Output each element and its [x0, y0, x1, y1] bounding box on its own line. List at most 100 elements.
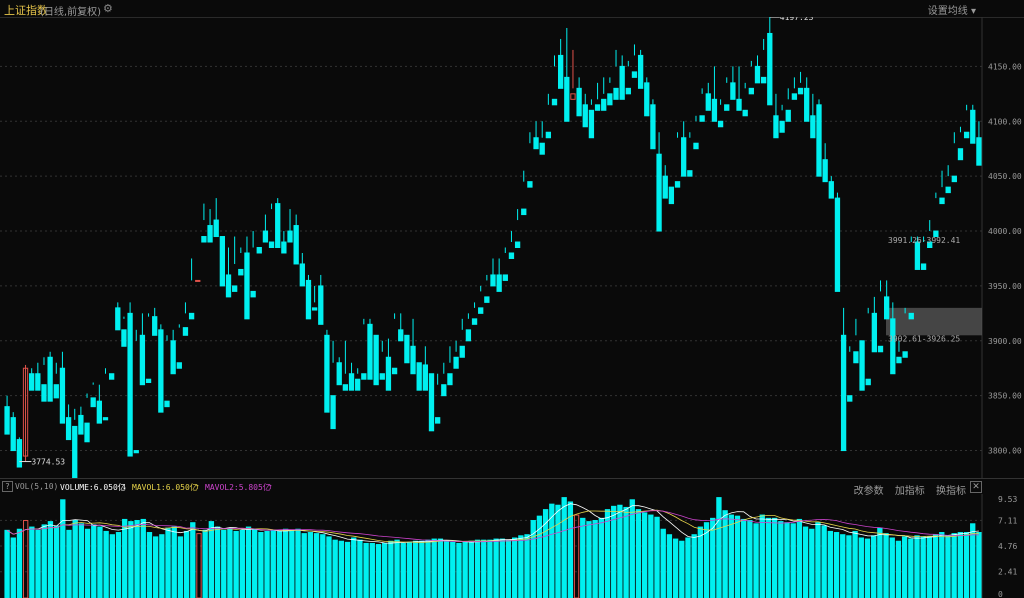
volume-bar	[313, 533, 320, 598]
candle-body	[914, 241, 921, 270]
candle-body	[53, 384, 59, 399]
volume-bar	[16, 528, 23, 598]
volume-arrow-icon: ↓	[122, 482, 127, 491]
volume-bar	[617, 504, 623, 598]
volume-bar	[468, 540, 475, 598]
volume-bar	[499, 538, 505, 598]
candle-body	[201, 236, 207, 243]
candle-body	[976, 137, 982, 166]
volume-chart[interactable]: 9.53 7.11 4.76 2.41 0	[0, 494, 1024, 598]
candle-body	[398, 329, 404, 342]
candle-body	[828, 181, 834, 199]
mavol1-arrow-icon: ↑	[195, 482, 200, 491]
index-title[interactable]: 上证指数	[4, 4, 48, 17]
candle-body	[373, 334, 379, 386]
candle-body	[281, 241, 287, 254]
set-ma-button[interactable]: 设置均线 ▾	[927, 6, 976, 17]
candle-body	[90, 397, 96, 408]
volume-bar	[301, 533, 307, 598]
candle-body	[662, 175, 668, 199]
change-params-button[interactable]: 改参数	[853, 486, 884, 497]
volume-bar	[759, 514, 765, 598]
gear-icon[interactable]: ⚙	[103, 2, 113, 15]
volume-tools: 改参数 加指标 换指标	[846, 482, 966, 497]
candle-body	[250, 290, 256, 298]
volume-bar	[883, 533, 889, 598]
volume-bar	[338, 540, 345, 598]
add-indicator-button[interactable]: 加指标	[894, 486, 925, 497]
candle-body	[293, 225, 299, 265]
candle-body	[957, 148, 964, 161]
candle-body	[404, 334, 410, 364]
volume-bar	[122, 518, 128, 598]
candle-body	[84, 422, 90, 443]
volume-bar	[827, 530, 834, 598]
volume-bar	[660, 528, 666, 598]
volume-indicator-name: VOL(5,10)	[15, 482, 59, 491]
candle-body	[47, 356, 53, 402]
volume-bar	[901, 536, 908, 598]
volume-bar	[963, 532, 970, 598]
high-price-label: 4197.23	[780, 17, 814, 22]
candle-body	[164, 400, 170, 408]
volume-bar	[320, 534, 326, 598]
candle-body	[305, 279, 312, 320]
candle-body	[951, 175, 957, 183]
volume-bar	[864, 538, 871, 598]
candle-body	[244, 252, 250, 320]
candle-body	[490, 274, 496, 287]
help-icon[interactable]: ?	[2, 481, 13, 492]
volume-bar	[60, 499, 66, 598]
volume-bar	[511, 537, 518, 598]
volume-bar	[208, 521, 215, 598]
chart-period-label[interactable]: (日线,前复权)	[40, 7, 101, 18]
volume-bar	[233, 530, 239, 598]
volume-bar	[951, 533, 957, 598]
mavol-10-line	[6, 509, 979, 543]
volume-bar	[784, 522, 790, 598]
volume-bar	[586, 521, 592, 598]
switch-indicator-button[interactable]: 换指标	[936, 486, 966, 497]
volume-bar	[258, 532, 264, 598]
volume-bar	[611, 505, 617, 598]
volume-bar	[765, 517, 772, 598]
candle-body	[613, 87, 619, 100]
candle-body	[367, 323, 373, 380]
candle-body	[379, 373, 385, 380]
volume-bar	[734, 515, 741, 598]
candle-body	[115, 307, 121, 331]
candle-body	[182, 327, 189, 336]
candle-body	[410, 345, 416, 375]
volume-bar	[945, 535, 951, 598]
volume-bar	[103, 530, 109, 598]
candle-body	[668, 186, 675, 205]
close-icon[interactable]: ✕	[970, 481, 982, 493]
volume-bar	[666, 534, 673, 598]
candle-body	[158, 329, 164, 413]
candle-body	[238, 268, 244, 276]
volume-bar	[171, 526, 177, 598]
candle-body	[96, 400, 102, 424]
volume-bar	[35, 529, 41, 598]
candle-body	[631, 71, 638, 78]
candle-body	[920, 263, 927, 270]
candle-body	[970, 109, 976, 144]
candle-body	[847, 395, 853, 402]
volume-bar	[91, 524, 97, 598]
volume-bar	[159, 534, 165, 598]
volume-bar	[641, 512, 648, 598]
candle-body	[72, 425, 78, 478]
candle-body	[748, 87, 754, 95]
volume-bar	[406, 541, 413, 598]
volume-bar	[443, 540, 450, 598]
candle-body	[785, 109, 791, 122]
candlestick-chart[interactable]: 4150.00 4100.00 4050.00 4000.00 3950.00 3900.…	[0, 17, 1024, 478]
candle-body	[564, 76, 570, 122]
volume-bar	[47, 521, 54, 598]
volume-bar	[84, 528, 91, 598]
volume-bar	[753, 523, 759, 598]
volume-bar	[604, 509, 611, 598]
volume-bar	[227, 527, 233, 598]
volume-bar	[914, 535, 920, 598]
volume-bar	[394, 539, 400, 598]
